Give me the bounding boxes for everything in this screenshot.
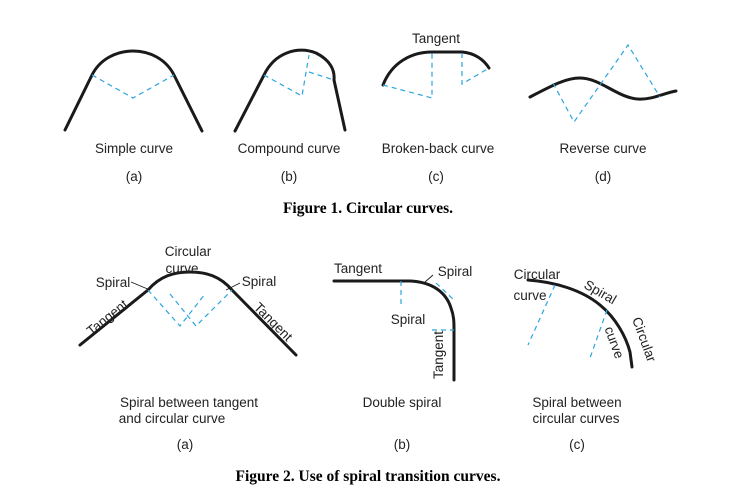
reverse-curve-label: Reverse curve: [559, 141, 646, 156]
compound-curve-diagram: [233, 48, 347, 133]
curve-top-label: curve: [513, 288, 546, 303]
simple-curve-line: [63, 49, 204, 133]
spiral-left-leader: [130, 281, 151, 291]
double-spiral-tangent-lines: [400, 281, 455, 331]
figure1-caption: Figure 1. Circular curves.: [283, 200, 453, 217]
reverse-curve-line: [528, 76, 678, 101]
circular-right-label: Circular: [629, 315, 659, 364]
spiral-right-label: Spiral: [242, 274, 277, 289]
spiral-left-label: Spiral: [96, 275, 131, 290]
spiral-tangent-circular-tag: (a): [177, 437, 194, 452]
broken-back-curve-tangent-lines: [382, 53, 490, 99]
simple-curve-diagram: [63, 49, 204, 133]
reverse-curve-diagram: [528, 43, 678, 124]
simple-curve-label: Simple curve: [95, 141, 173, 156]
spiral-tangent-circular-name-line1: Spiral between tangent: [120, 395, 258, 410]
compound-curve-tag: (b): [281, 169, 298, 184]
broken-back-tangent-annotation: Tangent: [412, 31, 460, 46]
broken-back-curve-diagram: [381, 50, 491, 99]
compound-curve-line: [233, 48, 347, 133]
figure2-caption: Figure 2. Use of spiral transition curve…: [236, 468, 501, 485]
spiral-circular-curves-tag: (c): [569, 437, 585, 452]
spiral-circular-curves-name-line1: Spiral between: [532, 395, 621, 410]
broken-back-curve-label: Broken-back curve: [382, 141, 495, 156]
double-spiral-tangent-vertical: Tangent: [431, 331, 446, 379]
compound-curve-tangent-lines: [263, 54, 335, 97]
double-spiral-leader: [424, 274, 434, 283]
simple-curve-tag: (a): [126, 169, 143, 184]
curve-right-label: curve: [602, 324, 627, 360]
tangent-left-label: Tangent: [84, 296, 131, 338]
circular-curve-label-line1: Circular: [165, 244, 212, 259]
broken-back-curve-tag: (c): [428, 169, 444, 184]
spiral-tangent-circular-diagram: [78, 270, 298, 357]
spiral-c-label: Spiral: [582, 277, 619, 307]
double-spiral-tangent-top: Tangent: [334, 261, 382, 276]
spiral-circular-curves-line: [526, 278, 634, 369]
broken-back-curve-line: [381, 50, 491, 87]
spiral-tangent-circular-line: [78, 270, 298, 357]
spiral-tangent-circular-name-line2: and circular curve: [119, 411, 226, 426]
double-spiral-tag: (b): [394, 437, 411, 452]
double-spiral-spiral-mid: Spiral: [391, 312, 426, 327]
reverse-curve-tag: (d): [595, 169, 612, 184]
double-spiral-name: Double spiral: [363, 395, 442, 410]
spiral-right-leader: [225, 282, 241, 291]
spiral-circular-curves-diagram: [526, 278, 634, 369]
circular-top-label: Circular: [514, 267, 561, 282]
double-spiral-line: [332, 279, 456, 382]
tangent-right-label: Tangent: [251, 300, 296, 345]
double-spiral-diagram: [332, 274, 456, 382]
double-spiral-spiral-top: Spiral: [438, 264, 473, 279]
simple-curve-tangent-lines: [91, 74, 175, 99]
spiral-tangent-circular-tangent-lines: [147, 289, 233, 327]
spiral-circular-curves-name-line2: circular curves: [532, 411, 619, 426]
circular-curve-label-line2: curve: [165, 261, 198, 276]
compound-curve-label: Compound curve: [238, 141, 341, 156]
reverse-curve-tangent-lines: [552, 43, 661, 124]
spiral-circular-curves-tangent-lines: [527, 284, 608, 359]
